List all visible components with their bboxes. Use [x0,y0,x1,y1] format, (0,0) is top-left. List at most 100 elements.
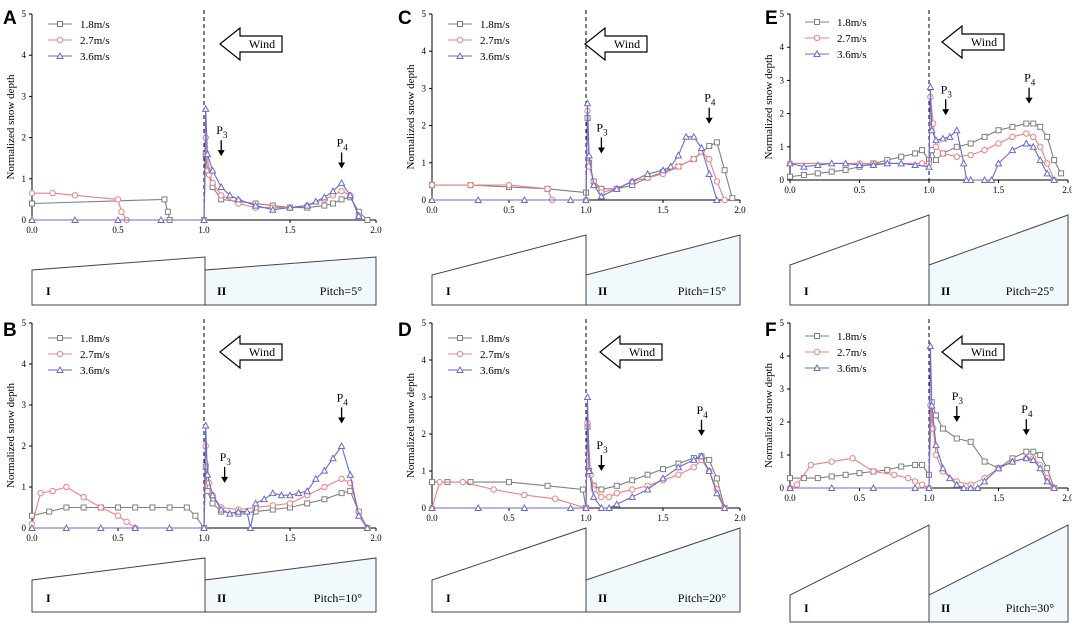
legend-marker [57,21,63,27]
roof-label-i: I [446,284,451,298]
data-point [467,479,474,486]
data-point [428,195,436,203]
data-point [946,474,954,482]
y-tick-label: 0 [22,523,27,533]
wind-arrow-icon [219,26,283,62]
y-tick-label: 0 [780,175,785,185]
data-point [729,195,736,202]
data-point [165,523,174,531]
x-tick-label: 2.0 [1062,493,1072,503]
peak-label: P4 [697,403,709,420]
data-point [911,478,919,485]
data-point [939,134,947,142]
y-tick-label: 2 [22,133,27,143]
data-point [62,523,71,531]
legend: 1.8m/s 2.7m/s 3.6m/s [805,17,867,61]
data-point [490,486,497,493]
data-point [689,132,698,140]
data-point [612,500,621,508]
series-1_8m-s [29,151,371,223]
roof-schematic: I II Pitch=30° [789,524,1069,623]
peak-label-subscript: 4 [1028,409,1033,419]
x-tick-label: 1.5 [993,493,1005,503]
data-point [613,490,620,497]
roof-schematic: I II Pitch=15° [431,234,741,306]
data-point [926,342,935,350]
data-point [939,425,946,432]
panel-letter: F [765,320,777,341]
data-point [204,488,211,495]
data-point [251,201,260,209]
series-line [432,110,726,201]
data-point [320,193,329,201]
data-point [1044,133,1051,140]
y-tick-label: 0 [22,215,27,225]
data-point [225,191,234,199]
legend-label: 3.6m/s [837,363,867,375]
data-point [118,208,125,215]
legend-marker [813,49,821,57]
pitch-label: Pitch=25° [1006,284,1054,298]
peak-annotation: P4 [697,403,709,436]
data-point [932,136,940,144]
data-point [706,155,713,163]
x-tick-label: 0.5 [112,225,124,235]
wind-arrow: Wind [219,26,283,62]
data-point [883,159,892,167]
data-point [939,150,947,157]
roof-section-i [431,527,587,613]
data-point [926,82,935,91]
wind-label: Wind [249,345,275,359]
data-point [841,159,850,167]
data-point [855,161,864,169]
data-point [338,475,345,482]
data-point [981,458,988,465]
wind-arrow: Wind [941,24,1005,60]
roof-section-i [31,557,206,613]
data-point [268,205,277,213]
legend-label: 3.6m/s [80,365,110,377]
series-3_6m-s [428,99,721,203]
data-point [800,172,807,179]
data-point [827,159,836,167]
data-point [598,486,605,493]
data-point [114,196,122,203]
data-point [1037,452,1044,458]
data-point [786,159,794,167]
wind-label: Wind [249,37,275,51]
data-point [201,104,210,112]
y-tick-label: 5 [780,318,785,328]
data-point [218,192,225,199]
data-point [849,455,856,462]
data-point [629,477,636,484]
legend-label: 2.7m/s [837,33,867,45]
panel-c: C 0.0 0.5 1.0 1.5 2.0 0 1 2 3 4 5 Normalized snow de… [398,8,746,306]
peak-arrow-head [942,109,950,116]
x-tick-label: 1.5 [657,205,669,215]
data-point [987,175,996,183]
peak-arrow-head [1025,97,1033,104]
data-point [918,481,926,488]
peak-annotation: P4 [337,136,348,169]
data-point [337,441,346,449]
data-point [330,200,336,207]
data-point [720,503,729,511]
data-point [582,503,590,511]
data-point [286,491,294,499]
data-point [644,471,651,478]
data-point [1030,133,1037,141]
x-tick-label: 0.0 [26,533,38,543]
data-point [967,151,974,159]
data-point [209,179,216,187]
data-point [675,471,682,478]
data-point [891,471,898,478]
x-tick-label: 2.0 [370,533,382,543]
legend-label: 1.8m/s [480,19,510,31]
legend-marker [56,36,64,44]
data-point [1023,130,1030,137]
peak-label: P4 [704,91,716,108]
legend-marker [57,335,63,341]
legend-marker [56,51,64,59]
x-tick-label: 0.5 [503,205,515,215]
